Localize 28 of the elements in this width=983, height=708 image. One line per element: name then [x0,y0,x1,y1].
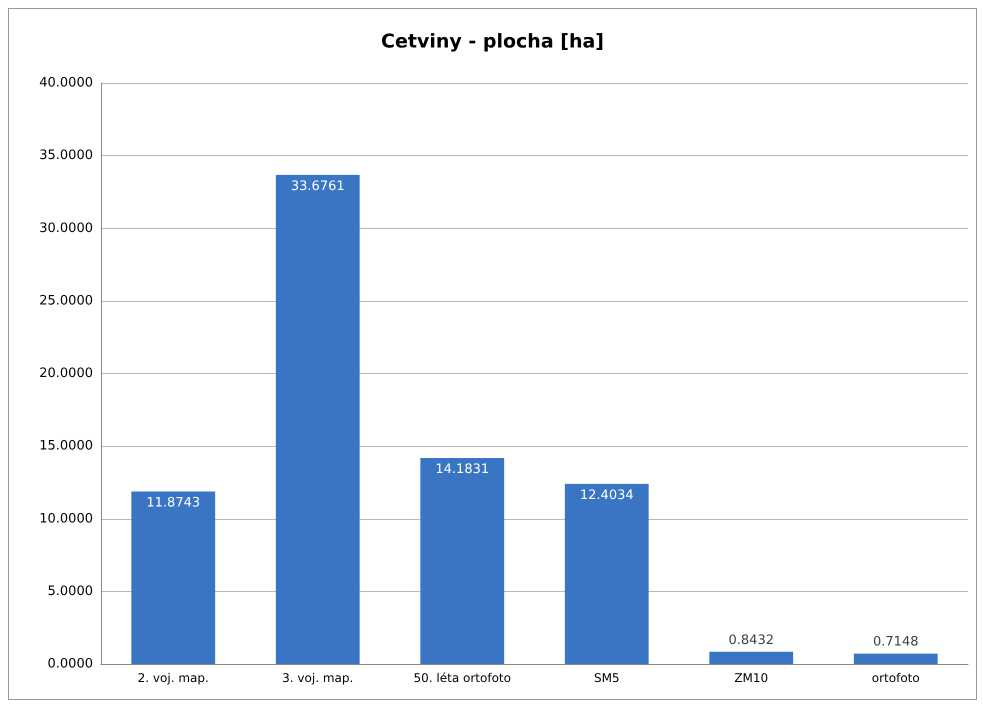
bar [709,652,794,664]
y-tick-label: 20.0000 [39,366,93,381]
x-tick-label: SM5 [594,671,620,685]
data-label: 0.8432 [728,632,774,648]
x-tick-label: 50. léta ortofoto [414,671,511,685]
data-label: 0.7148 [873,634,918,650]
x-tick-label: 2. voj. map. [138,671,209,685]
data-label: 11.8743 [146,496,200,511]
y-tick-label: 0.0000 [48,656,93,672]
data-label: 14.1831 [435,462,490,477]
y-tick-label: 5.0000 [48,584,93,599]
y-tick-label: 30.0000 [39,220,93,236]
bar [854,654,938,664]
x-tick-label: 3. voj. map. [282,671,354,685]
data-label: 12.4034 [580,488,634,503]
y-tick-label: 35.0000 [39,148,93,164]
x-tick-label: ortofoto [872,671,920,685]
bar [420,458,504,664]
data-label: 33.6761 [290,178,345,194]
bar [131,492,216,664]
y-tick-label: 15.0000 [39,438,93,454]
y-tick-label: 25.0000 [39,293,93,308]
bar [276,174,360,664]
chart-title: Cetviny - plocha [ha] [381,30,604,52]
bar [564,484,649,664]
x-tick-label: ZM10 [734,671,768,685]
y-tick-label: 40.0000 [39,76,93,90]
y-tick-label: 10.0000 [39,511,93,526]
